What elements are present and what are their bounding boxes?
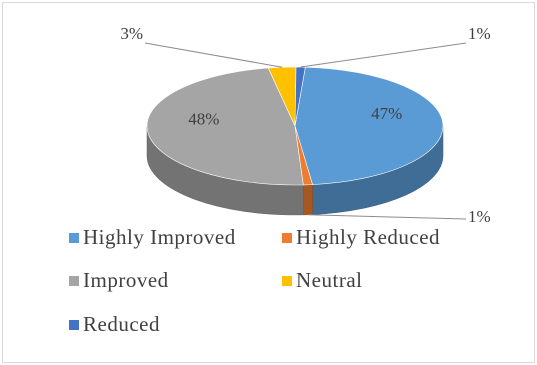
legend-item-neutral: Neutral <box>282 268 362 292</box>
data-label-improved: 48% <box>188 109 219 128</box>
legend-item-highly-improved: Highly Improved <box>69 225 236 249</box>
leader-line-reduced <box>300 42 467 68</box>
leader-line-neutral <box>144 42 283 68</box>
pie-slices <box>146 66 444 216</box>
legend-label: Reduced <box>83 312 160 336</box>
leader-lines <box>144 42 467 220</box>
leader-line-highly-reduced <box>307 214 467 220</box>
pie-slice-improved <box>146 67 304 186</box>
data-label-highly-improved: 47% <box>371 104 402 123</box>
pie-slice-reduced <box>294 66 306 127</box>
pie-slice-highly-improved <box>294 66 444 185</box>
legend-label: Improved <box>83 268 169 292</box>
legend: Highly Improved Highly Reduced Improved Neu… <box>69 225 440 336</box>
legend-item-highly-reduced: Highly Reduced <box>282 225 440 249</box>
data-label-reduced: 1% <box>468 24 491 43</box>
data-labels: 47% 1% 48% 3% 1% <box>120 24 490 226</box>
data-label-highly-reduced: 1% <box>468 207 491 226</box>
data-label-neutral: 3% <box>120 24 143 43</box>
legend-swatch <box>282 233 292 243</box>
legend-label: Highly Improved <box>83 225 236 249</box>
legend-swatch <box>69 320 79 330</box>
pie-side-highly-reduced <box>303 184 313 216</box>
legend-label: Highly Reduced <box>296 225 440 249</box>
legend-label: Neutral <box>296 268 362 292</box>
legend-swatch <box>282 276 292 286</box>
legend-swatch <box>69 276 79 286</box>
pie-top-faces <box>146 66 444 186</box>
pie-chart: 47% 1% 48% 3% 1% Highly Improved Highly Reduc… <box>69 24 491 336</box>
legend-item-improved: Improved <box>69 268 169 292</box>
legend-swatch <box>69 233 79 243</box>
legend-item-reduced: Reduced <box>69 312 160 336</box>
